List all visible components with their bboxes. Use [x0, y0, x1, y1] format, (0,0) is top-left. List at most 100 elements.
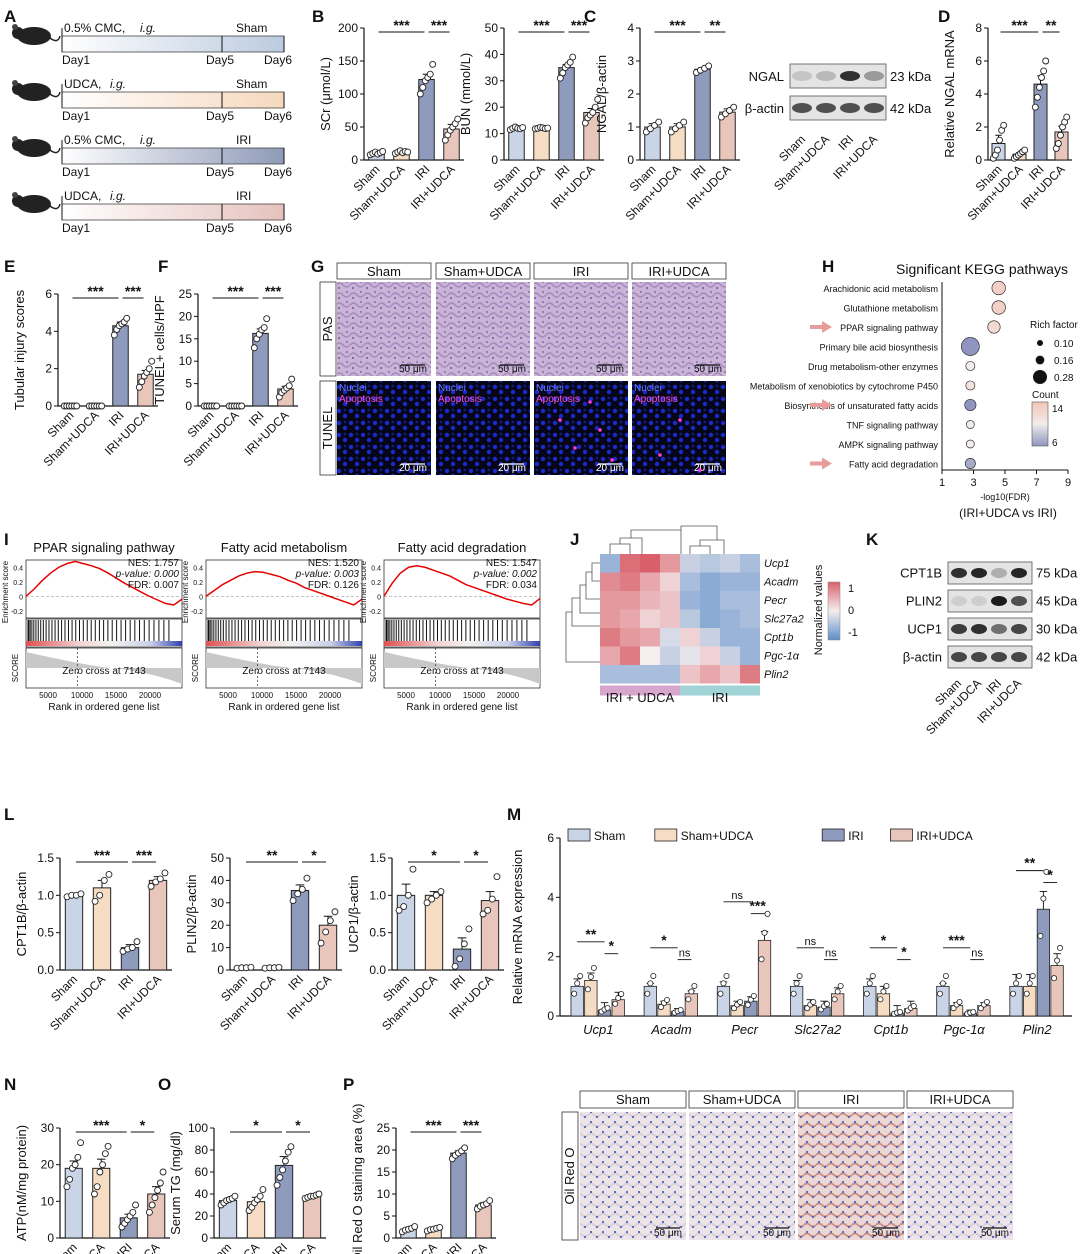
gsea-y-tick: 0	[19, 594, 23, 601]
row-label: TUNEL	[320, 407, 335, 450]
data-point	[231, 1192, 239, 1200]
day-label: Day6	[264, 165, 292, 179]
y-tick-label: 10	[41, 1194, 55, 1208]
y-axis-label: PLIN2/β-actin	[184, 874, 199, 953]
pathway-label: Drug metabolism-other enzymes	[808, 362, 939, 372]
data-point	[1021, 146, 1029, 154]
data-point	[294, 890, 302, 898]
heatmap-cell	[620, 591, 640, 610]
y-tick-label: 2	[45, 362, 52, 376]
y-tick-label: 10	[211, 941, 225, 955]
data-point	[93, 1183, 101, 1191]
data-point	[451, 962, 459, 970]
data-point	[880, 988, 887, 995]
significance-label: ***	[463, 1117, 480, 1133]
significance-label: *	[431, 847, 437, 863]
image-header: Sham	[367, 264, 401, 279]
y-tick-label: 40	[211, 873, 225, 887]
legend-swatch	[890, 828, 913, 842]
tunel-image	[436, 381, 530, 475]
scale-bar-label: 20 μm	[596, 463, 624, 474]
mouse-icon	[49, 91, 61, 98]
y-tick-label: 0	[185, 399, 192, 413]
data-point	[1040, 895, 1047, 902]
score-label: SCORE	[369, 654, 378, 682]
significance-label: ***	[393, 17, 410, 33]
y-tick-label: 15	[179, 332, 193, 346]
data-point	[519, 124, 527, 131]
apoptotic-cell	[588, 400, 592, 404]
data-point	[1063, 113, 1071, 121]
data-point	[790, 990, 797, 997]
bar	[508, 127, 525, 161]
data-point	[159, 1168, 167, 1176]
y-axis-label: UCP1/β-actin	[346, 875, 361, 953]
data-point	[101, 1150, 109, 1158]
group-label: Sham	[236, 21, 267, 35]
treatment-label: 0.5% CMC,	[64, 21, 125, 35]
highlight-arrow	[810, 399, 832, 411]
score-area	[206, 652, 362, 684]
y-tick-label: 15	[377, 1165, 391, 1179]
heatmap-cell	[620, 554, 640, 573]
data-point	[577, 972, 584, 979]
legend-dot	[1037, 340, 1043, 346]
y-tick-label: 6	[975, 54, 982, 68]
data-point	[145, 365, 153, 373]
y-tick-label: 1.0	[37, 888, 54, 902]
timeline-bar	[61, 147, 285, 165]
zero-cross-label: Zero cross at 7143	[242, 666, 326, 677]
heatmap-cell	[620, 665, 640, 684]
gsea-es-frame	[383, 559, 541, 619]
y-tick-label: 2	[975, 120, 982, 134]
bar	[92, 1167, 111, 1239]
mouse-icon	[17, 195, 51, 213]
bar	[570, 985, 584, 1017]
heatmap-cell	[620, 609, 640, 628]
bar	[1023, 985, 1037, 1017]
y-axis-label: Tubular injury scores	[12, 289, 27, 410]
data-point	[129, 1208, 137, 1216]
blot-band	[951, 596, 967, 606]
colorbar-tick: 1	[848, 583, 854, 595]
zero-cross-label: Zero cross at 7143	[420, 666, 504, 677]
x-tick-label: 7	[1033, 477, 1039, 489]
gsea-x-tick: 5000	[39, 691, 57, 700]
data-point	[1029, 972, 1036, 979]
heatmap-cell	[740, 665, 760, 684]
blot-band	[971, 596, 987, 606]
data-point	[569, 53, 577, 61]
gsea-y-tick: -0.2	[369, 609, 381, 616]
bar	[790, 985, 804, 1017]
bar	[643, 985, 657, 1017]
day-label: Day5	[206, 221, 234, 235]
data-point	[156, 1179, 164, 1187]
row-label: PAS	[320, 316, 335, 341]
heatmap-cell	[640, 665, 660, 684]
pathway-label: TNF signaling pathway	[846, 421, 938, 431]
data-point	[148, 1201, 156, 1209]
gsea-x-tick: 5000	[219, 691, 237, 700]
heatmap-cell	[680, 591, 700, 610]
data-point	[1016, 972, 1023, 979]
bar	[533, 127, 550, 161]
k-blot-size: 42 kDa	[1036, 649, 1078, 664]
timeline-bar	[61, 35, 285, 53]
ngal-blot-size: 23 kDa	[890, 69, 932, 84]
panel-letter-M: M	[507, 805, 521, 824]
x-tick-label: IRI	[447, 972, 468, 993]
scale-bar-label: 50 μm	[399, 364, 427, 375]
scale-bar-label: 20 μm	[694, 463, 722, 474]
treatment-label: UDCA,	[64, 77, 101, 91]
heatmap-cell	[720, 665, 740, 684]
nuclei-label: Nuclei	[634, 383, 662, 394]
y-tick-label: 0	[627, 153, 634, 167]
heatmap-cell	[720, 572, 740, 591]
data-point	[764, 910, 771, 917]
significance-label: **	[1046, 17, 1057, 33]
gsea-y-tick: 0.2	[13, 580, 23, 587]
heatmap-row-label: Pecr	[764, 595, 788, 607]
bar	[148, 879, 168, 971]
gsea-p: p-value: 0.000	[115, 569, 180, 580]
score-label: SCORE	[11, 654, 20, 682]
